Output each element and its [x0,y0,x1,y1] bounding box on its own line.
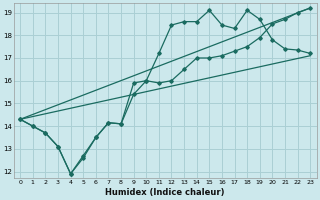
X-axis label: Humidex (Indice chaleur): Humidex (Indice chaleur) [106,188,225,197]
